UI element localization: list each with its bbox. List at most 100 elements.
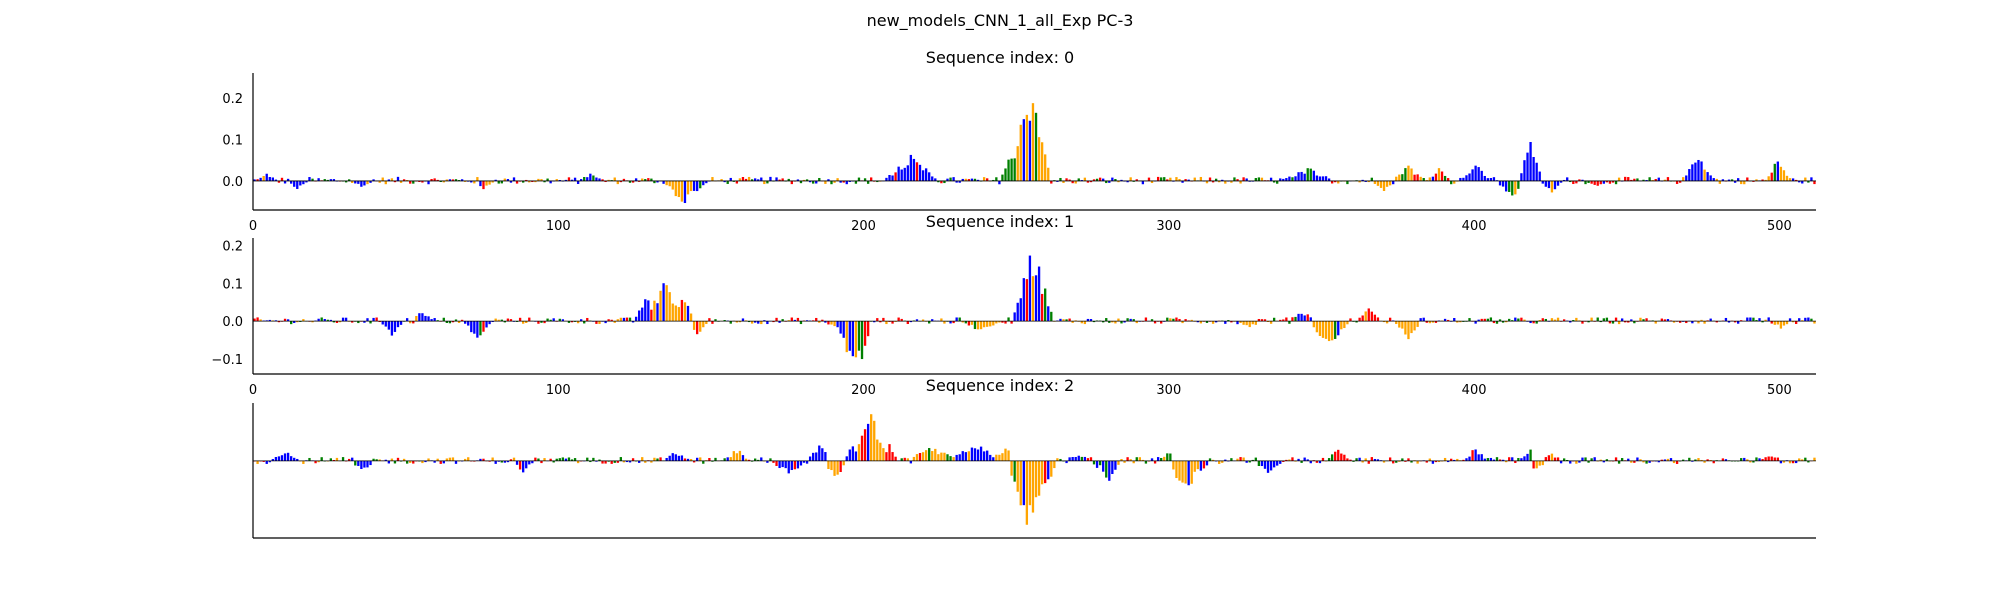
- panel-2-pos-215: [909, 460, 913, 464]
- panel-2-pos-450: [1627, 458, 1630, 461]
- panel-0-pos-96: [546, 178, 549, 181]
- panel-2-pos-176: [790, 460, 793, 471]
- panel-2-pos-47: [396, 457, 400, 461]
- panel-1-pos-37: [366, 318, 369, 322]
- panel-0-pos-82: [503, 178, 507, 181]
- panel-2-pos-122: [625, 460, 629, 463]
- panel-0-pos-383: [1422, 178, 1425, 181]
- panel-1-pos-59: [433, 318, 436, 322]
- panel-1-pos-77: [488, 321, 491, 325]
- panel-0-xtick-4: 400: [1462, 219, 1487, 234]
- panel-0-pos-283: [1117, 180, 1120, 183]
- panel-1-pos-123: [628, 317, 632, 322]
- panel-2-pos-428: [1559, 460, 1563, 464]
- panel-0-pos-452: [1633, 178, 1636, 181]
- panel-1-pos-240: [986, 321, 989, 327]
- panel-1-pos-24: [326, 319, 329, 322]
- panel-2-pos-266: [1065, 460, 1068, 464]
- panel-1-pos-479: [1715, 321, 1718, 323]
- panel-0-pos-34: [357, 180, 360, 184]
- panel-1-pos-315: [1214, 321, 1218, 323]
- panel-2-pos-124: [631, 458, 635, 461]
- panel-0-pos-323: [1239, 180, 1242, 184]
- panel-1-pos-93: [537, 321, 540, 324]
- panel-0-pos-38: [369, 180, 372, 183]
- panel-0-pos-185: [818, 177, 821, 181]
- panel-1-pos-431: [1569, 321, 1572, 323]
- panel-2-pos-306: [1187, 460, 1190, 486]
- panel-2-pos-365: [1367, 460, 1370, 464]
- panel-1-pos-500: [1779, 321, 1783, 329]
- panel-0-pos-372: [1388, 180, 1392, 186]
- panel-0-pos-195: [848, 180, 851, 182]
- panel-1-pos-510: [1810, 318, 1813, 322]
- panel-1-pos-339: [1288, 321, 1291, 324]
- panel-2-pos-403: [1483, 458, 1486, 461]
- panel-1-pos-134: [662, 283, 665, 322]
- panel-1-pos-402: [1480, 318, 1483, 322]
- panel-0-pos-449: [1624, 176, 1627, 181]
- panel-1-pos-412: [1511, 320, 1514, 322]
- panel-0-pos-104: [570, 179, 574, 181]
- panel-1-pos-160: [741, 318, 745, 322]
- panel-1-pos-193: [842, 321, 845, 338]
- panel-0-pos-94: [540, 179, 543, 181]
- panel-1-pos-491: [1752, 317, 1755, 322]
- panel-0-pos-412: [1511, 180, 1514, 196]
- panel-0-pos-237: [976, 179, 980, 181]
- panel-0-pos-118: [613, 177, 616, 181]
- panel-1-pos-94: [540, 321, 543, 323]
- panel-2-pos-402: [1480, 454, 1483, 461]
- panel-0-pos-158: [735, 180, 739, 184]
- panel-1-pos-251: [1019, 298, 1022, 322]
- panel-1-pos-22: [320, 317, 323, 322]
- panel-2-pos-46: [393, 460, 397, 464]
- panel-1-pos-283: [1117, 318, 1120, 322]
- panel-1-pos-60: [436, 320, 439, 322]
- panel-2-pos-173: [781, 460, 784, 468]
- panel-0-pos-7: [274, 179, 278, 181]
- panel-2-pos-91: [531, 460, 534, 464]
- panel-2-pos-120: [619, 457, 623, 461]
- panel-1-pos-83: [506, 318, 510, 322]
- panel-2-pos-356: [1340, 453, 1343, 461]
- panel-2-pos-218: [918, 452, 922, 461]
- panel-1-pos-387: [1434, 321, 1438, 323]
- panel-2-pos-235: [970, 447, 974, 461]
- panel-0-pos-476: [1706, 172, 1709, 181]
- panel-2-pos-39: [372, 458, 375, 461]
- panel-1-pos-42: [381, 321, 384, 325]
- panel-0-pos-466: [1675, 180, 1679, 184]
- panel-2-pos-388: [1437, 460, 1441, 463]
- panel-1-pos-495: [1764, 319, 1767, 322]
- panel-1-pos-249: [1013, 312, 1016, 322]
- panel-2-pos-309: [1196, 460, 1199, 470]
- panel-1-pos-82: [503, 321, 507, 323]
- panel-2-pos-157: [732, 451, 735, 461]
- panel-1-pos-429: [1562, 319, 1566, 322]
- panel-0-pos-66: [454, 179, 458, 181]
- panel-2-pos-499: [1776, 457, 1779, 461]
- panel-2-pos-112: [595, 460, 598, 462]
- panel-1-pos-340: [1291, 317, 1294, 322]
- panel-1-pos-89: [525, 321, 528, 323]
- panel-0-pos-287: [1129, 177, 1132, 181]
- panel-0-pos-505: [1795, 179, 1798, 181]
- panel-0-pos-12: [290, 180, 293, 184]
- panel-1-pos-455: [1642, 319, 1645, 322]
- panel-2-pos-340: [1291, 457, 1294, 461]
- panel-2-pos-117: [610, 460, 613, 464]
- panel-2-pos-362: [1358, 457, 1361, 461]
- panel-2-pos-175: [787, 460, 790, 474]
- panel-1-pos-400: [1474, 321, 1477, 324]
- panel-0-pos-171: [775, 177, 778, 181]
- panel-2-pos-420: [1535, 460, 1538, 469]
- panel-1-pos-58: [430, 319, 433, 322]
- panel-0-pos-431: [1569, 180, 1572, 183]
- panel-0-pos-227: [946, 178, 949, 181]
- panel-2-pos-203: [873, 420, 876, 461]
- panel-2-pos-397: [1465, 458, 1468, 461]
- panel-1-pos-299: [1166, 317, 1169, 322]
- panel-2-pos-256: [1034, 460, 1038, 498]
- panel-0-pos-408: [1498, 180, 1502, 186]
